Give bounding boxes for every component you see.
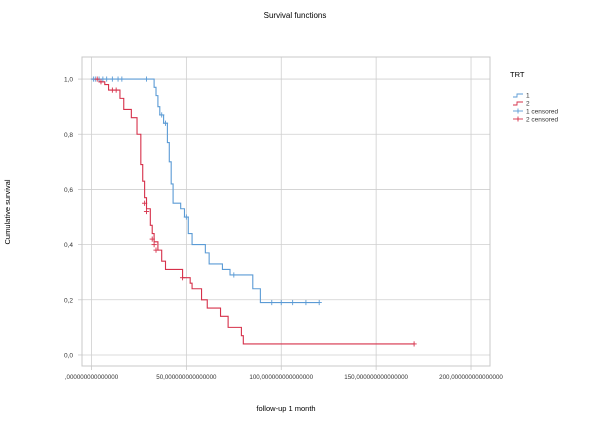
y-tick-label: 1,0 (64, 77, 73, 84)
survival-curve-1 (91, 78, 320, 304)
y-tick-labels: 0,0 0,2 0,4 0,6 0,8 1,0 (64, 77, 73, 360)
x-tick-label: ,000000000000000 (65, 374, 119, 381)
censor-mark-2 (153, 247, 159, 253)
y-tick-label: 0,4 (64, 242, 73, 249)
censor-mark-1 (303, 299, 309, 306)
x-axis-label: follow-up 1 month (256, 404, 315, 413)
legend-swatch-line (513, 101, 523, 106)
censor-mark-1 (109, 76, 115, 82)
series-layer (91, 78, 415, 345)
censor-mark-2 (151, 242, 157, 248)
censor-mark-1 (104, 76, 110, 82)
censor-mark-1 (183, 214, 189, 220)
censor-mark-2 (179, 275, 186, 281)
y-tick-label: 0,0 (64, 352, 73, 359)
legend-label: 1 censored (526, 109, 559, 116)
y-tick-label: 0,6 (64, 187, 73, 194)
censor-mark-2 (98, 79, 104, 85)
survival-curve-2 (91, 78, 415, 345)
censor-mark-1 (316, 299, 322, 306)
censor-mark-1 (119, 76, 125, 82)
x-tick-label: 100,000000000000000 (249, 374, 313, 381)
x-tick-labels: ,000000000000000 50,000000000000000 100,00… (65, 374, 504, 381)
legend-swatch-line (513, 93, 523, 98)
censor-mark-2 (411, 341, 417, 347)
censor-mark-1 (278, 299, 284, 306)
censor-mark-1 (290, 299, 296, 306)
x-tick-label: 150,000000000000000 (344, 374, 408, 381)
censor-mark-2 (143, 208, 150, 215)
y-axis-label: Cumulative survival (3, 179, 12, 244)
censor-mark-1 (269, 299, 275, 306)
legend-label: 2 censored (526, 117, 559, 124)
x-tick-label: 200,000000000000000 (439, 374, 503, 381)
censor-layer (90, 76, 417, 347)
legend-title: TRT (510, 70, 525, 79)
x-tick-label: 50,000000000000000 (156, 374, 217, 381)
censor-mark-2 (149, 236, 155, 242)
chart-title: Survival functions (264, 11, 327, 20)
censor-mark-1 (231, 272, 237, 278)
legend-label: 2 (526, 101, 530, 108)
censor-mark-2 (142, 200, 148, 206)
plot-area-border (81, 56, 491, 367)
y-tick-label: 0,8 (64, 132, 73, 139)
censor-mark-2 (94, 76, 100, 82)
censor-mark-1 (143, 76, 150, 82)
legend-label: 1 (526, 93, 530, 100)
censor-mark-1 (159, 112, 165, 118)
censor-mark-2 (113, 87, 119, 93)
y-tick-label: 0,2 (64, 297, 73, 304)
censor-mark-1 (162, 120, 169, 126)
